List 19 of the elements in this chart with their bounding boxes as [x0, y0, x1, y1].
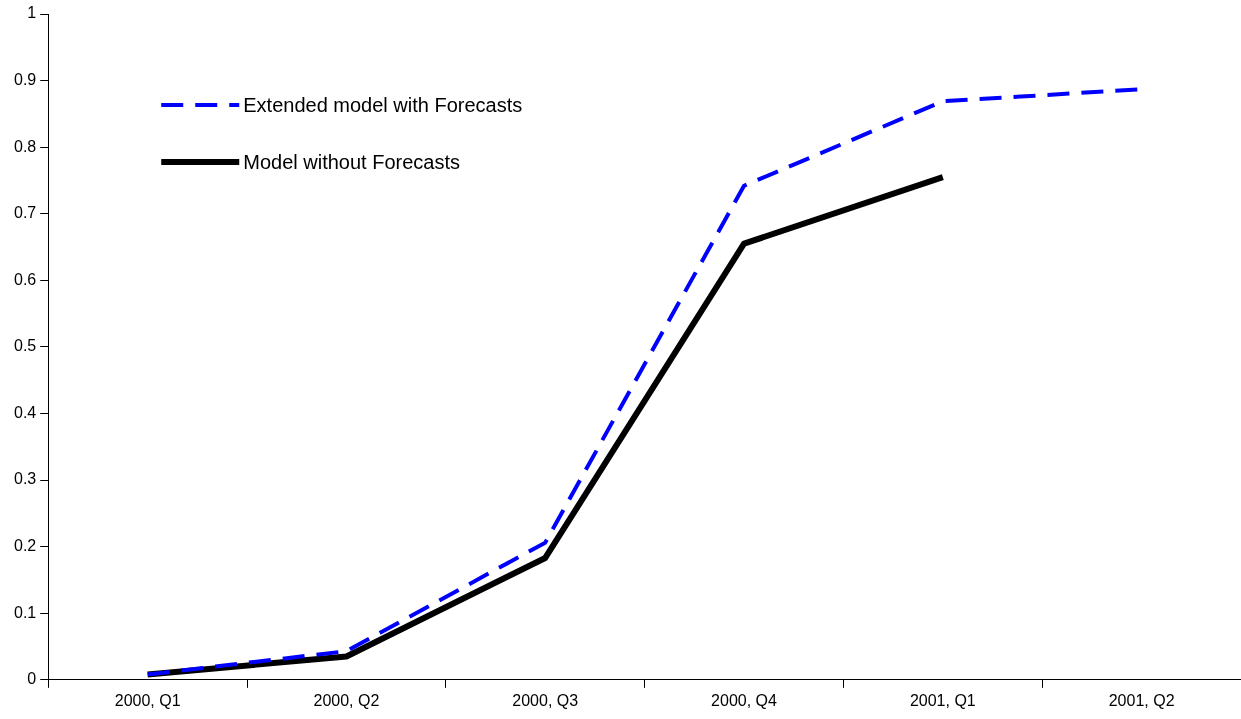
legend-label: Extended model with Forecasts [243, 93, 523, 116]
x-tick-label: 2001, Q1 [909, 691, 976, 709]
y-tick-label: 0.9 [13, 70, 37, 88]
x-tick-label: 2000, Q4 [711, 691, 778, 709]
legend-label: Model without Forecasts [243, 150, 461, 173]
x-tick-label: 2000, Q3 [512, 691, 579, 709]
y-tick-label: 0 [27, 670, 37, 688]
x-tick-label: 2000, Q2 [313, 691, 380, 709]
y-tick-label: 0.7 [13, 204, 37, 222]
y-tick-label: 0.8 [13, 137, 37, 155]
x-tick-label: 2000, Q1 [114, 691, 181, 709]
y-tick-label: 0.3 [13, 470, 37, 488]
x-tick-label: 2001, Q2 [1108, 691, 1175, 709]
y-tick-label: 0.5 [13, 337, 37, 355]
y-tick-label: 0.2 [13, 537, 37, 555]
y-tick-label: 0.1 [13, 603, 37, 621]
y-tick-label: 0.6 [13, 270, 37, 288]
y-tick-label: 1 [27, 4, 37, 22]
y-tick-label: 0.4 [13, 403, 37, 421]
